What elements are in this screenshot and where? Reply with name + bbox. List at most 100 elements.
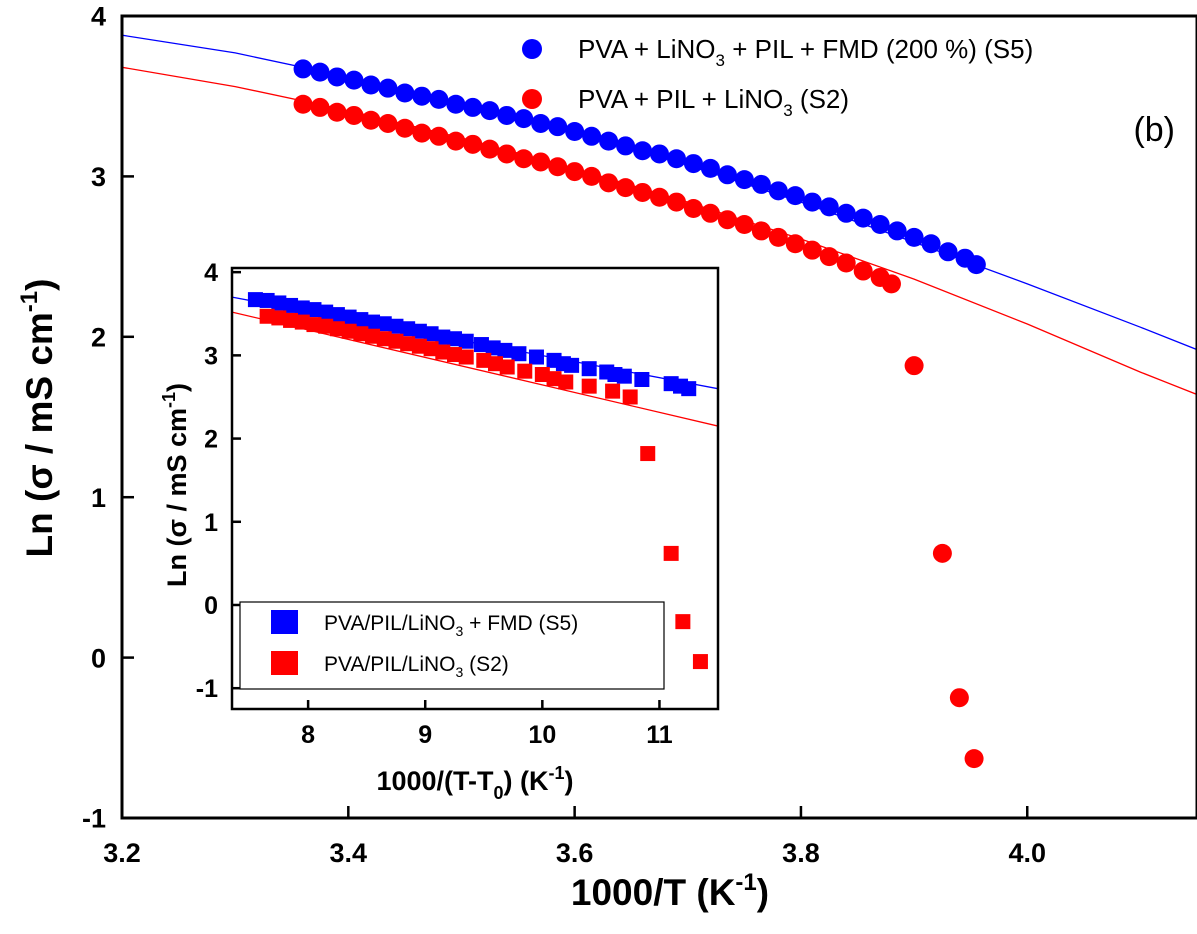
main-y-tick-label: 0 [91,643,106,673]
main-x-tick-label: 3.4 [330,838,368,868]
main-point-series-0 [966,255,986,275]
inset-point-series-1 [447,347,463,363]
inset-point-series-0 [497,342,513,358]
main-point-series-0 [666,149,686,169]
main-point-series-1 [616,178,636,198]
main-legend: PVA + LiNO3 + PIL + FMD (200 %) (S5) PVA… [522,34,1033,120]
main-plot: 3.2 3.4 3.6 3.8 4.0 -1 0 1 2 3 4 1000/T (K-1) Ln (… [16,2,1197,913]
inset-point-series-1 [294,314,310,330]
main-legend-entry-s2: PVA + PIL + LiNO3 (S2) [522,84,849,120]
main-point-series-0 [683,154,703,174]
main-y-tick-label: 4 [91,2,106,32]
main-point-series-1 [734,215,754,235]
main-point-series-0 [819,197,839,217]
inset-point-series-1 [640,446,656,462]
inset-point-series-1 [318,318,334,334]
inset-point-series-0 [329,307,345,323]
main-x-axis-label: 1000/T (K-1) [571,869,769,913]
inset-axes: 8 9 10 11 -1 0 1 2 3 4 [196,259,673,749]
main-point-series-0 [633,141,653,161]
main-point-series-1 [802,240,822,260]
inset-point-series-0 [485,340,501,356]
inset-legend-box [239,601,665,690]
main-point-series-1 [429,126,449,146]
inset-y-tick-label: 2 [204,426,218,454]
main-point-series-0 [734,170,754,190]
inset-point-series-0 [400,321,416,337]
main-point-series-1 [964,749,984,769]
main-point-series-0 [870,215,890,235]
inset-point-series-1 [423,341,439,357]
inset-point-series-1 [675,614,691,630]
inset-y-tick-label: 4 [204,259,218,287]
inset-point-series-0 [511,346,527,362]
main-point-series-1 [904,356,924,376]
main-point-series-0 [531,113,551,133]
main-legend-marker-s5 [522,39,542,59]
inset-point-series-1 [534,367,550,383]
main-point-series-0 [378,78,398,98]
inset-legend-marker-s2 [271,651,298,675]
inset-plot-frame [230,266,720,711]
main-point-series-1 [785,234,805,254]
main-point-series-0 [548,117,568,137]
inset-y-tick-label: -1 [196,675,218,703]
main-x-tick-label: 4.0 [1008,838,1046,868]
inset-x-tick-label: 9 [418,721,432,749]
main-point-series-0 [395,83,415,103]
inset-point-series-0 [353,312,369,328]
inset-x-tick-label: 11 [646,721,673,749]
main-point-series-1 [881,274,901,294]
inset-x-tick-label: 10 [528,721,556,749]
main-legend-marker-s2 [522,89,542,109]
main-point-series-1 [751,221,771,241]
inset-point-series-0 [318,304,334,320]
main-point-series-1 [853,261,873,281]
main-point-series-0 [836,203,856,223]
main-point-series-1 [514,149,534,169]
inset-point-series-0 [681,381,697,397]
main-axes: 3.2 3.4 3.6 3.8 4.0 -1 0 1 2 3 4 [82,2,1046,868]
main-point-series-1 [327,102,347,122]
inset-legend-entry-s5: PVA/PIL/LiNO3 + FMD (S5) [271,610,578,639]
main-y-tick-label: 2 [91,323,106,353]
main-point-series-0 [785,186,805,206]
inset-point-series-0 [411,323,427,339]
main-y-tick-label: 1 [91,483,106,513]
main-point-series-1 [683,198,703,218]
inset-point-series-1 [476,352,492,368]
main-point-series-0 [429,89,449,109]
inset-point-series-1 [365,328,381,344]
inset-y-tick-label: 1 [204,509,218,537]
main-point-series-1 [310,97,330,117]
main-point-series-0 [344,70,364,90]
main-point-series-0 [751,174,771,194]
inset-point-series-1 [353,326,369,342]
inset-point-series-1 [329,321,345,337]
main-point-series-0 [938,242,958,262]
inset-point-series-1 [546,371,562,387]
inset-point-series-1 [517,363,533,379]
main-point-series-1 [768,227,788,247]
main-legend-label-s2: PVA + PIL + LiNO3 (S2) [578,84,849,120]
main-point-series-1 [361,110,381,130]
inset-legend-entry-s2: PVA/PIL/LiNO3 (S2) [271,651,509,680]
inset-point-series-0 [294,300,310,316]
inset-point-series-0 [271,295,287,311]
inset-x-tick-label: 8 [301,721,315,749]
main-point-series-1 [565,162,585,182]
main-data-points [293,59,986,769]
main-point-series-1 [650,187,669,207]
inset-point-series-0 [365,314,381,330]
inset-data-points [247,292,708,670]
main-point-series-1 [819,247,839,267]
inset-point-series-0 [458,333,474,349]
main-point-series-1 [599,173,619,193]
inset-point-series-0 [528,349,544,365]
main-x-tick-label: 3.2 [103,838,141,868]
main-point-series-0 [582,126,602,146]
inset-point-series-0 [581,361,597,377]
main-point-series-1 [836,253,856,273]
inset-point-series-1 [558,374,574,390]
main-point-series-1 [463,134,483,154]
